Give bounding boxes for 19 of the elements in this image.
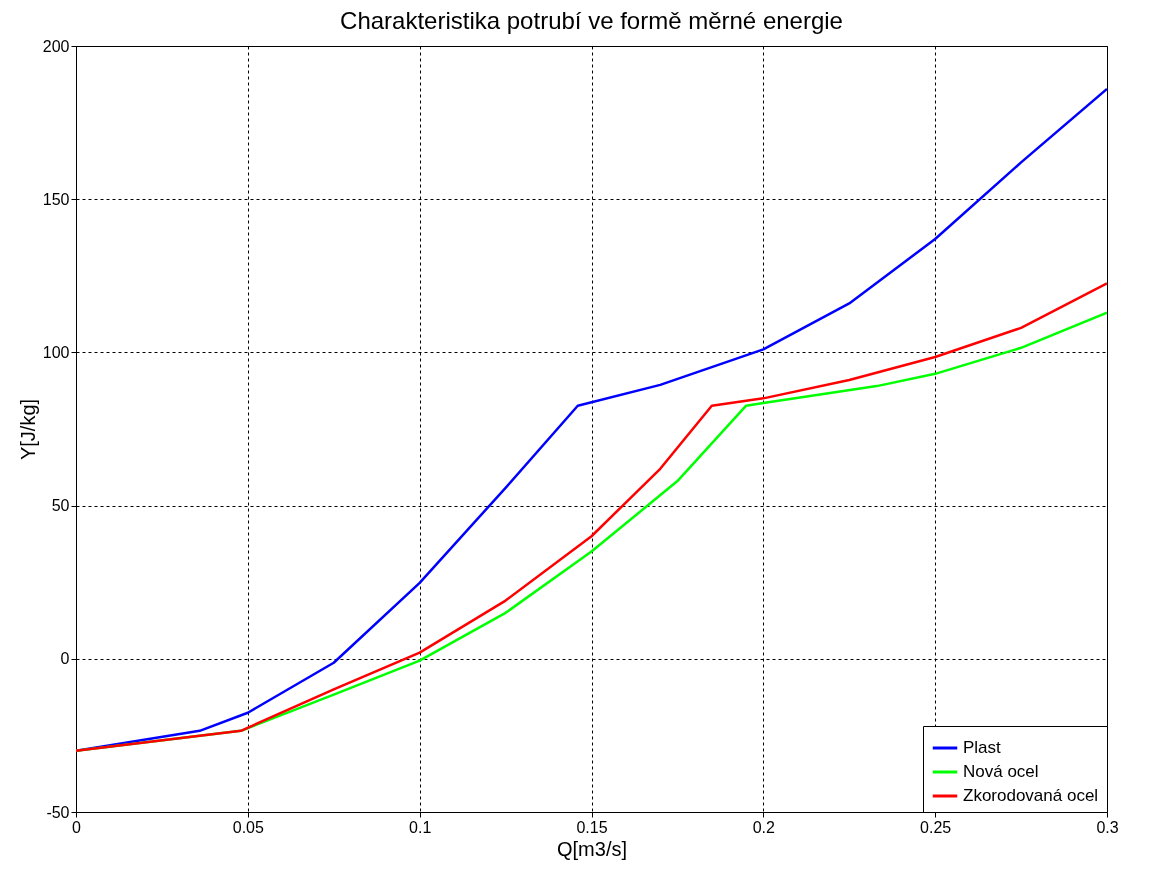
x-tick-label: 0.05	[232, 818, 265, 836]
x-axis-title: Q[m3/s]	[556, 837, 628, 860]
y-tick-label: 100	[42, 343, 70, 361]
x-tick-label: 0.3	[1096, 818, 1119, 836]
legend-label: Zkorodovaná ocel	[963, 786, 1099, 805]
y-tick-label: 50	[51, 497, 70, 515]
y-tick-label: 200	[42, 37, 70, 55]
x-tick-label: 0.15	[576, 818, 608, 836]
legend-label: Plast	[963, 738, 1002, 757]
x-tick-label: 0.1	[409, 818, 432, 836]
x-tick-label: 0.2	[752, 818, 776, 836]
x-tick-label: 0.25	[920, 818, 952, 836]
y-tick-label: 150	[42, 190, 70, 208]
y-tick-label: -50	[46, 803, 70, 821]
y-tick-label: 0	[60, 650, 70, 668]
chart-title: Charakteristika potrubí ve formě měrné energie	[340, 7, 843, 34]
legend-label: Nová ocel	[963, 762, 1039, 781]
x-tick-label: 0	[72, 818, 82, 836]
y-axis-title: Y[J/kg]	[16, 398, 39, 461]
